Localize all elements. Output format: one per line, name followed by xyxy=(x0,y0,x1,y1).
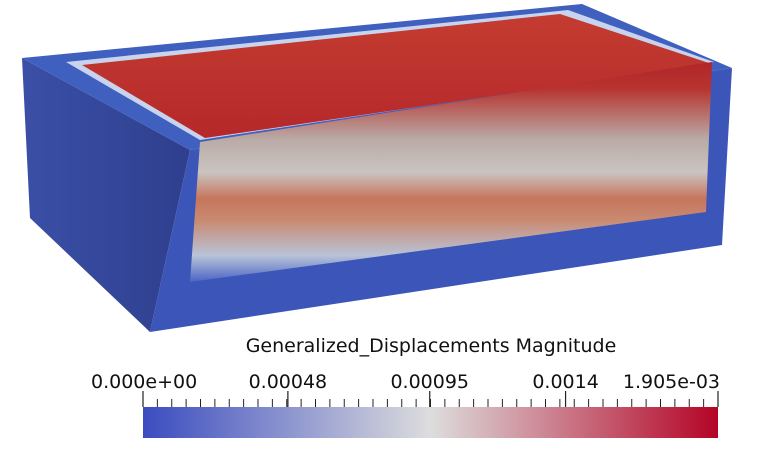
tick-label: 0.000e+00 xyxy=(91,371,197,393)
tick-label: 1.905e-03 xyxy=(623,371,720,393)
top-displacement xyxy=(82,14,712,138)
left-face xyxy=(22,58,190,332)
colorbar-minor-ticks xyxy=(142,399,719,407)
colorbar xyxy=(143,407,718,438)
front-displacement xyxy=(190,62,712,282)
tick-label: 0.0014 xyxy=(532,371,598,393)
tick-label: 0.00095 xyxy=(390,371,469,393)
tick-label: 0.00048 xyxy=(249,371,328,393)
colorbar-title: Generalized_Displacements Magnitude xyxy=(246,335,617,357)
